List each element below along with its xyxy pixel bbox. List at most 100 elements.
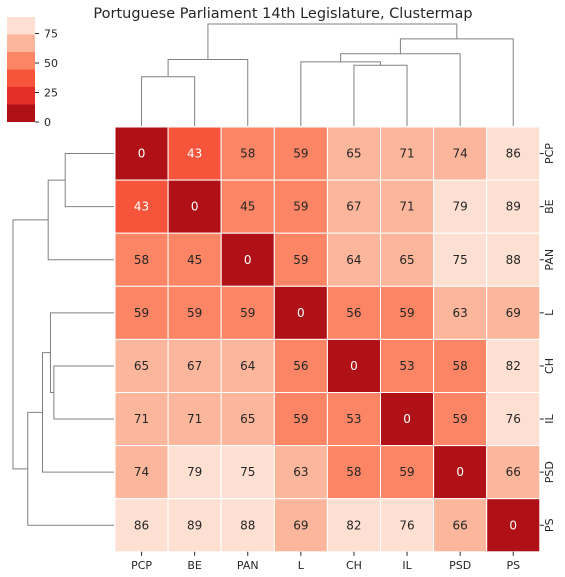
cell-value-label: 59	[187, 306, 202, 320]
cell-value-label: 79	[453, 200, 468, 214]
heatmap-cell	[380, 445, 435, 500]
heatmap-cell	[114, 498, 169, 553]
cell-value-label: 59	[453, 412, 468, 426]
column-tick-label: PCP	[131, 559, 152, 572]
cell-value-label: 66	[506, 465, 521, 479]
row-tick-label: IL	[543, 413, 556, 423]
cell-value-label: 65	[134, 359, 149, 373]
dendrogram-link	[167, 59, 249, 126]
cell-value-label: 59	[293, 253, 308, 267]
cell-value-label: 59	[399, 306, 414, 320]
row-tick-label: PCP	[543, 143, 556, 164]
heatmap-cell	[433, 445, 488, 500]
heatmap-cell	[486, 498, 541, 553]
colorbar-segment	[7, 34, 35, 52]
heatmap-cell	[326, 445, 381, 500]
column-tick-label: BE	[187, 559, 202, 572]
heatmap-cell	[433, 285, 488, 340]
heatmap-cell	[114, 392, 169, 447]
heatmap-cell	[273, 338, 328, 393]
dendrogram-link	[64, 153, 114, 208]
cell-value-label: 88	[240, 518, 255, 532]
colorbar: 0 25 50 75	[7, 17, 58, 129]
cell-value-label: 88	[506, 253, 521, 267]
cell-value-label: 89	[506, 200, 521, 214]
colorbar-segment	[7, 17, 35, 35]
row-tick-label: PS	[543, 518, 556, 532]
heatmap-cell	[486, 232, 541, 287]
cell-value-label: 75	[453, 253, 468, 267]
dendrogram-link	[42, 352, 114, 473]
heatmap-cell	[326, 232, 381, 287]
row-tick-label: PAN	[543, 249, 556, 271]
heatmap-cell	[114, 232, 169, 287]
cell-value-label: 0	[403, 412, 411, 426]
cell-value-label: 79	[187, 465, 202, 479]
heatmap-cell	[433, 126, 488, 181]
column-dendrogram	[141, 23, 514, 126]
cell-value-label: 82	[346, 518, 361, 532]
cell-value-label: 74	[134, 465, 149, 479]
row-tick-label: BE	[543, 199, 556, 214]
cell-value-label: 43	[134, 200, 149, 214]
heatmap-cell	[326, 338, 381, 393]
cell-value-label: 59	[134, 306, 149, 320]
column-tick-label: CH	[346, 559, 362, 572]
heatmap-cell	[433, 498, 488, 553]
column-tick-label: PS	[506, 559, 520, 572]
heatmap-cell	[220, 445, 275, 500]
cell-value-label: 0	[509, 518, 517, 532]
heatmap-cell	[326, 392, 381, 447]
heatmap-cell	[380, 126, 435, 181]
heatmap-cell	[486, 285, 541, 340]
heatmap-cell	[380, 285, 435, 340]
cell-value-label: 76	[506, 412, 521, 426]
cell-value-label: 66	[453, 518, 468, 532]
heatmap-cell	[167, 179, 222, 234]
cell-value-label: 59	[399, 465, 414, 479]
cell-value-label: 74	[453, 147, 468, 161]
cell-value-label: 58	[346, 465, 361, 479]
column-tick-label: IL	[402, 559, 412, 572]
heatmap-cell	[326, 179, 381, 234]
dendrogram-link	[47, 179, 114, 261]
dendrogram-link	[300, 61, 381, 126]
cell-value-label: 58	[240, 147, 255, 161]
heatmap-grid: 0 43 58 59 65 71 74 86 43 0 45 59 67 71 79 89 58 45 0 59 64 6…	[114, 126, 541, 553]
heatmap-cell	[326, 126, 381, 181]
chart-title: Portuguese Parliament 14th Legislature, …	[93, 6, 472, 22]
colorbar-segment	[7, 87, 35, 105]
heatmap-cell	[114, 445, 169, 500]
heatmap-cell	[220, 285, 275, 340]
cell-value-label: 59	[240, 306, 255, 320]
cell-value-label: 45	[187, 253, 202, 267]
column-tick-label: PAN	[237, 559, 259, 572]
heatmap-cell	[167, 392, 222, 447]
heatmap-cell	[167, 498, 222, 553]
cell-value-label: 65	[240, 412, 255, 426]
heatmap-cell	[220, 392, 275, 447]
cell-value-label: 0	[191, 200, 199, 214]
dendrogram-link	[49, 312, 114, 393]
colorbar-tick-label: 75	[44, 28, 58, 41]
cell-value-label: 56	[346, 306, 361, 320]
cell-value-label: 82	[506, 359, 521, 373]
cell-value-label: 56	[293, 359, 308, 373]
cell-value-label: 86	[506, 147, 521, 161]
cell-value-label: 63	[293, 465, 308, 479]
dendrogram-link	[207, 23, 458, 60]
cell-value-label: 71	[399, 147, 414, 161]
cell-value-label: 64	[240, 359, 255, 373]
row-tick-labels: PCP BE PAN L CH IL PSD PS	[539, 143, 556, 532]
heatmap-cell	[433, 392, 488, 447]
dendrogram-link	[353, 64, 408, 126]
cell-value-label: 59	[293, 412, 308, 426]
row-tick-label: PSD	[543, 461, 556, 483]
cell-value-label: 0	[244, 253, 252, 267]
cell-value-label: 0	[350, 359, 358, 373]
cell-value-label: 0	[456, 465, 464, 479]
column-tick-labels: PCP BE PAN L CH IL PSD PS	[131, 551, 520, 572]
dendrogram-link	[12, 219, 49, 470]
heatmap-cell	[380, 338, 435, 393]
